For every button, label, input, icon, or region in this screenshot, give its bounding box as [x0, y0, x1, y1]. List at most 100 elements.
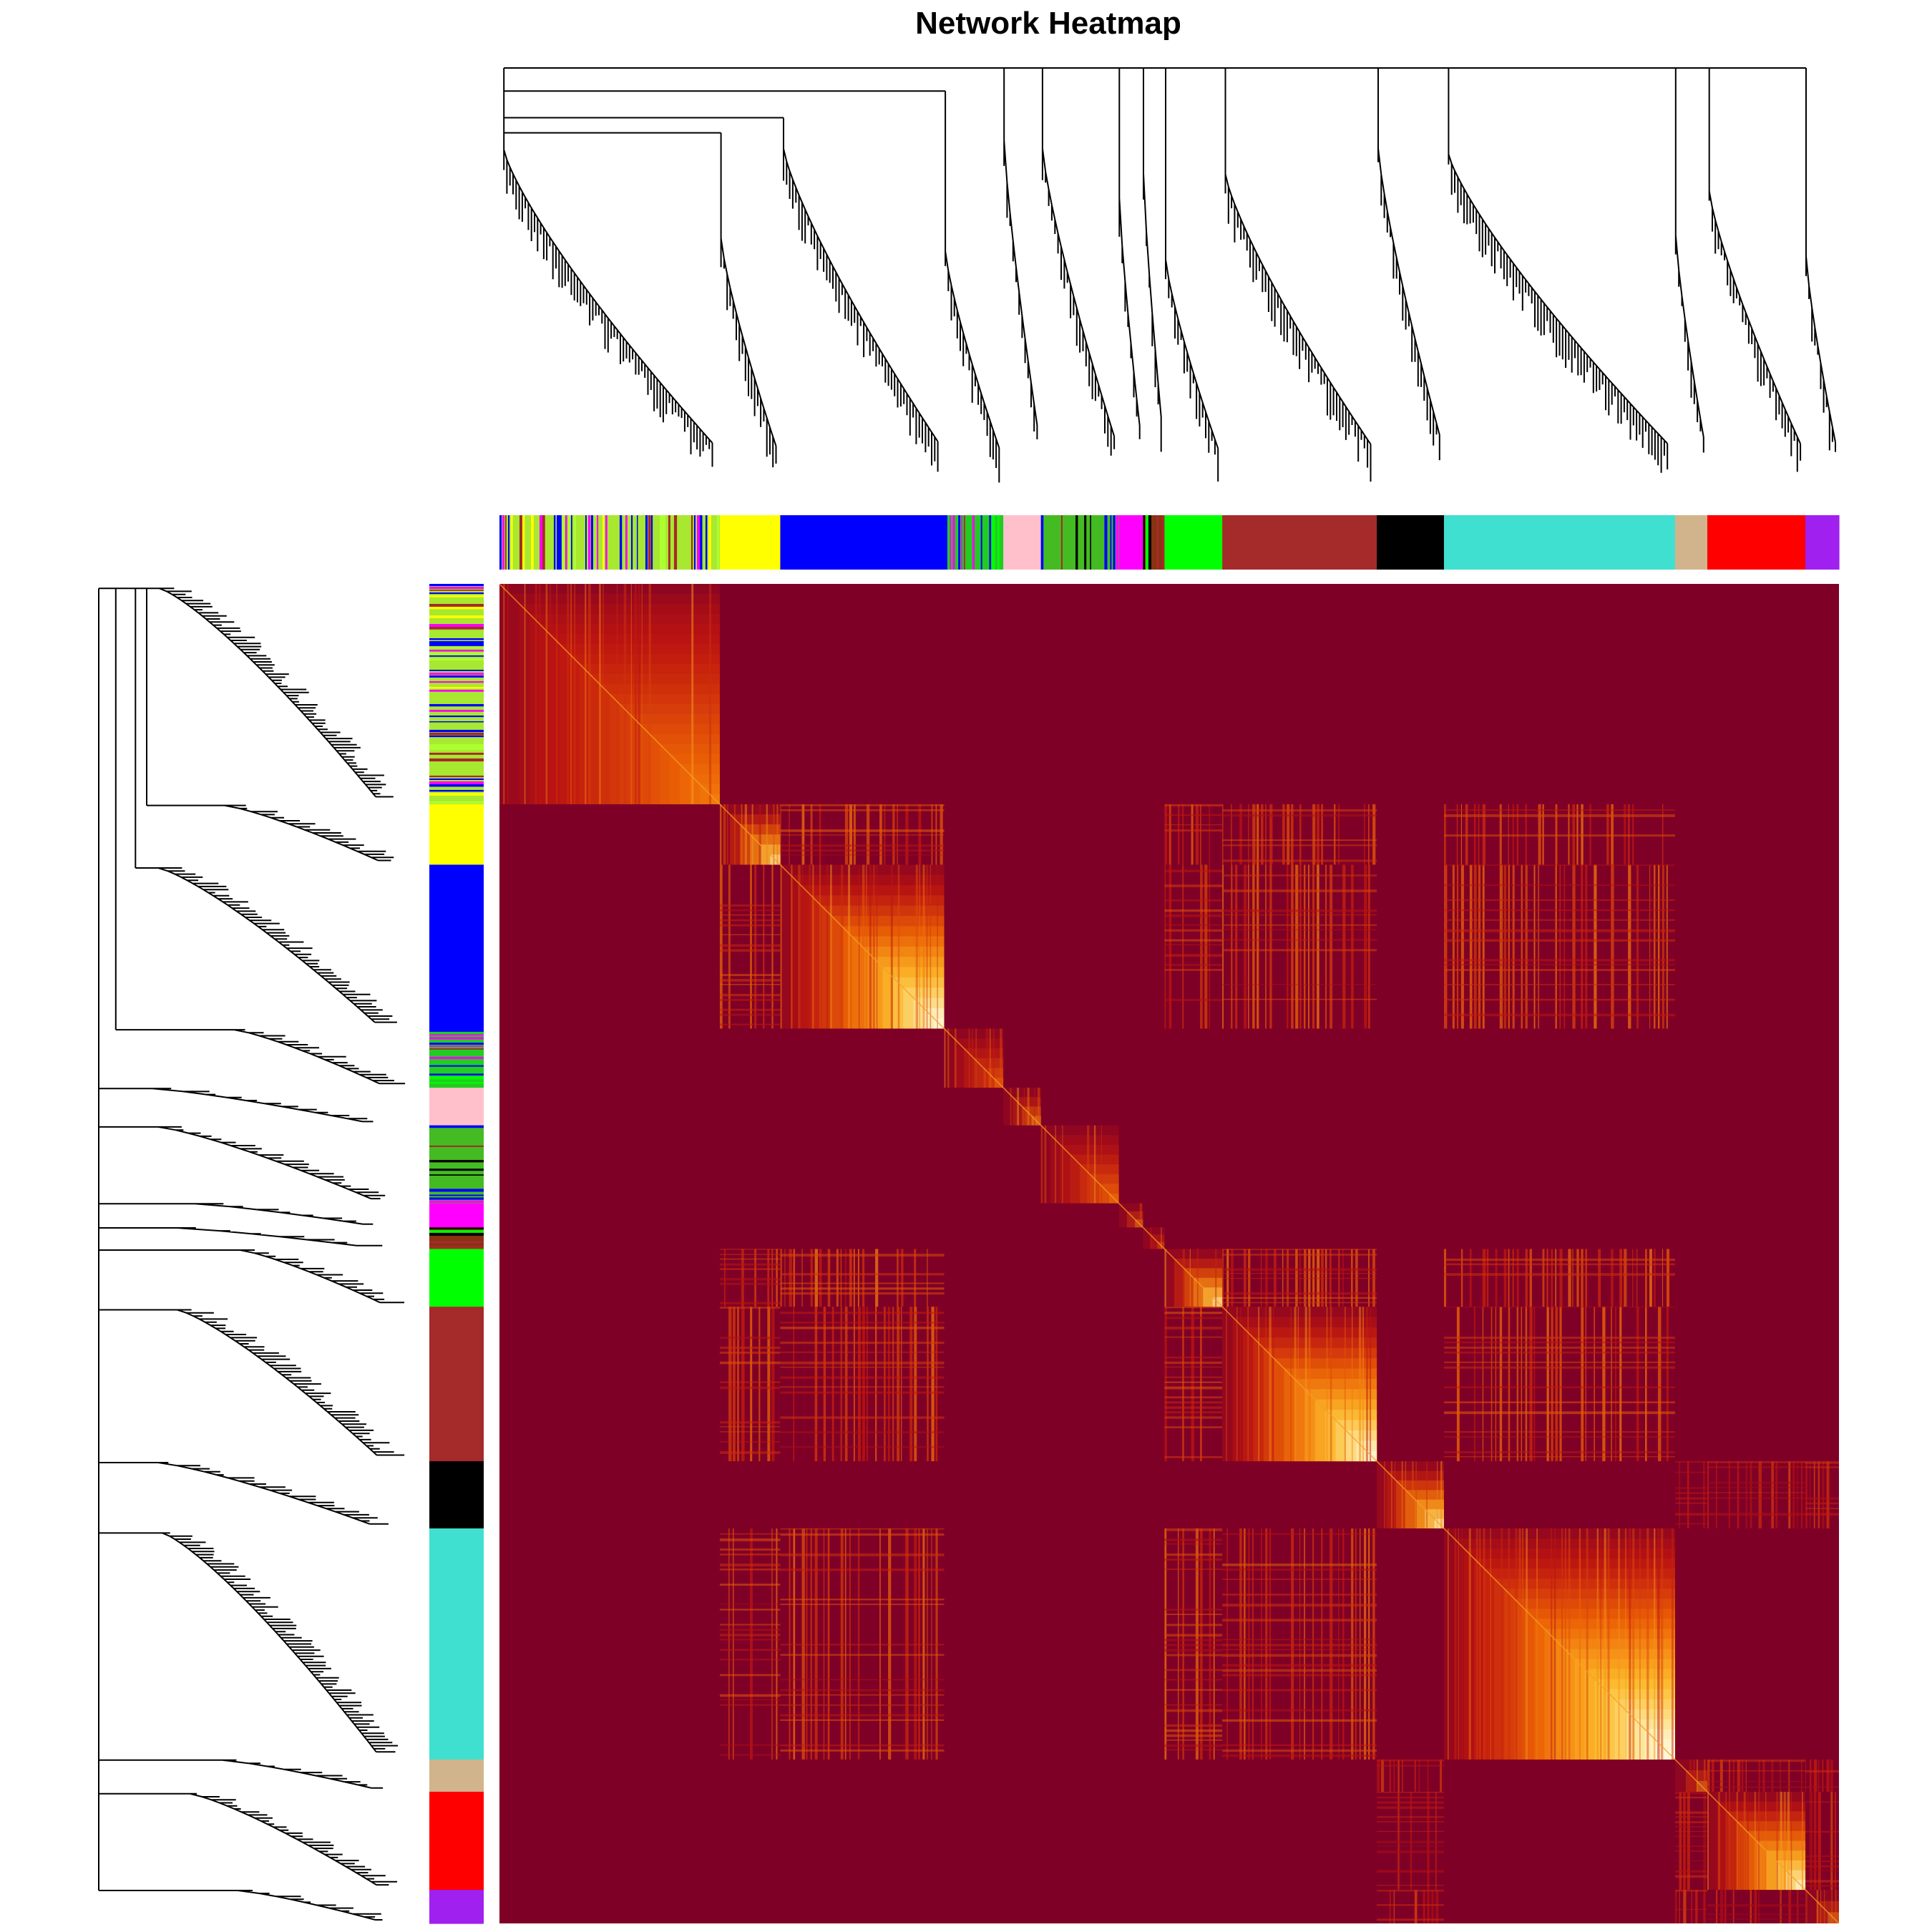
module-bar-top-stripe — [499, 515, 502, 570]
heatmap-streak — [776, 804, 779, 865]
heatmap-streak — [1351, 1307, 1353, 1462]
heatmap-streak — [1762, 1759, 1765, 1792]
module-bar-left-stripe — [429, 589, 484, 591]
heatmap-streak — [1299, 804, 1302, 865]
heatmap-streak — [1818, 1791, 1821, 1890]
heatmap-streak — [719, 1639, 781, 1641]
heatmap-streak — [780, 1446, 945, 1448]
tom-heatmap — [499, 584, 1839, 1923]
module-bar-left-stripe — [429, 606, 484, 610]
heatmap-streak — [1191, 1307, 1194, 1462]
module-bar-left-stripe — [429, 640, 484, 645]
module-bar-top-stripe — [602, 515, 605, 570]
heatmap-streak — [733, 804, 736, 865]
heatmap-streak — [1503, 1249, 1507, 1307]
heatmap-streak — [780, 1528, 945, 1530]
module-bar-top-stripe — [668, 515, 670, 570]
heatmap-streak — [1674, 1502, 1707, 1504]
heatmap-streak — [567, 584, 569, 804]
heatmap-streak — [780, 1254, 945, 1257]
heatmap-streak — [1164, 1411, 1223, 1413]
heatmap-streak — [1805, 1461, 1839, 1464]
heatmap-streak — [1805, 1497, 1839, 1500]
heatmap-streak — [719, 1013, 781, 1016]
heatmap-streak — [1745, 1759, 1747, 1792]
heatmap-streak — [1222, 1619, 1377, 1622]
heatmap-streak — [1338, 1528, 1340, 1760]
heatmap-streak — [1818, 1759, 1820, 1792]
heatmap-streak — [1461, 1528, 1463, 1760]
heatmap-streak — [1576, 804, 1579, 865]
heatmap-streak — [1628, 804, 1630, 865]
heatmap-streak — [897, 804, 898, 865]
heatmap-streak — [780, 1292, 945, 1295]
heatmap-streak — [890, 864, 893, 1029]
heatmap-streak — [1822, 1461, 1825, 1528]
heatmap-streak — [719, 1629, 781, 1631]
heatmap-streak — [719, 1634, 781, 1636]
heatmap-streak — [862, 1249, 865, 1307]
heatmap-streak — [767, 1307, 771, 1462]
heatmap-streak — [1164, 1614, 1223, 1616]
heatmap-streak — [1737, 1461, 1740, 1528]
heatmap-streak — [1619, 1307, 1622, 1462]
heatmap-streak — [545, 584, 548, 804]
heatmap-streak — [888, 1528, 892, 1760]
heatmap-streak — [1585, 864, 1588, 1029]
heatmap-streak — [780, 1749, 945, 1752]
module-bar-left-stripe — [429, 1160, 484, 1163]
heatmap-streak — [1771, 1461, 1774, 1528]
heatmap-streak — [865, 864, 867, 1029]
heatmap-streak — [836, 1249, 839, 1307]
heatmap-streak — [1805, 1855, 1839, 1857]
heatmap-streak — [1222, 1594, 1377, 1596]
heatmap-streak — [1291, 1528, 1294, 1760]
heatmap-streak — [1222, 1649, 1377, 1651]
heatmap-streak — [741, 1307, 745, 1462]
module-bar-top-stripe — [989, 515, 991, 570]
module-bar-top-stripe — [950, 515, 952, 570]
heatmap-streak — [1518, 1528, 1521, 1760]
heatmap-streak — [719, 1254, 781, 1256]
heatmap-streak — [1696, 1759, 1698, 1792]
heatmap-streak — [1572, 1249, 1574, 1307]
module-bar-top-stripe — [645, 515, 648, 570]
heatmap-streak — [1529, 1307, 1533, 1462]
heatmap-streak — [1525, 1307, 1528, 1462]
heatmap-streak — [1222, 1297, 1377, 1299]
heatmap-streak — [831, 1307, 834, 1462]
heatmap-streak — [1377, 1759, 1444, 1762]
module-bar-left-stripe — [429, 1065, 484, 1067]
heatmap-streak — [1645, 1249, 1647, 1307]
module-bar-left-stripe — [429, 743, 484, 748]
heatmap-streak — [1093, 1125, 1096, 1204]
module-bar-top-stripe — [997, 515, 1000, 570]
module-bar-left-stripe — [429, 1227, 484, 1229]
heatmap-streak — [1598, 1249, 1601, 1307]
heatmap-streak — [1443, 1361, 1675, 1363]
heatmap-streak — [1287, 864, 1289, 1029]
heatmap-streak — [1222, 1709, 1377, 1712]
heatmap-streak — [1758, 1759, 1760, 1792]
heatmap-streak — [1037, 1088, 1040, 1126]
heatmap-streak — [641, 584, 643, 804]
heatmap-streak — [744, 804, 747, 865]
heatmap-streak — [789, 1528, 791, 1760]
heatmap-streak — [1666, 864, 1668, 1029]
module-bar-left-stripe — [429, 1197, 484, 1200]
heatmap-streak — [1222, 949, 1377, 952]
heatmap-streak — [1805, 1860, 1839, 1863]
heatmap-streak — [1662, 1249, 1664, 1307]
heatmap-streak — [1805, 1759, 1807, 1792]
heatmap-streak — [1758, 1791, 1760, 1890]
heatmap-streak — [1707, 1466, 1806, 1468]
heatmap-streak — [901, 1307, 902, 1462]
heatmap-streak — [1805, 1865, 1839, 1868]
heatmap-streak — [1658, 864, 1660, 1029]
left-dendrogram — [98, 587, 406, 1921]
heatmap-streak — [506, 584, 509, 804]
heatmap-streak — [901, 1249, 904, 1307]
heatmap-streak — [1826, 1461, 1830, 1528]
heatmap-streak — [931, 1528, 932, 1760]
module-bar-left-stripe — [429, 784, 484, 787]
